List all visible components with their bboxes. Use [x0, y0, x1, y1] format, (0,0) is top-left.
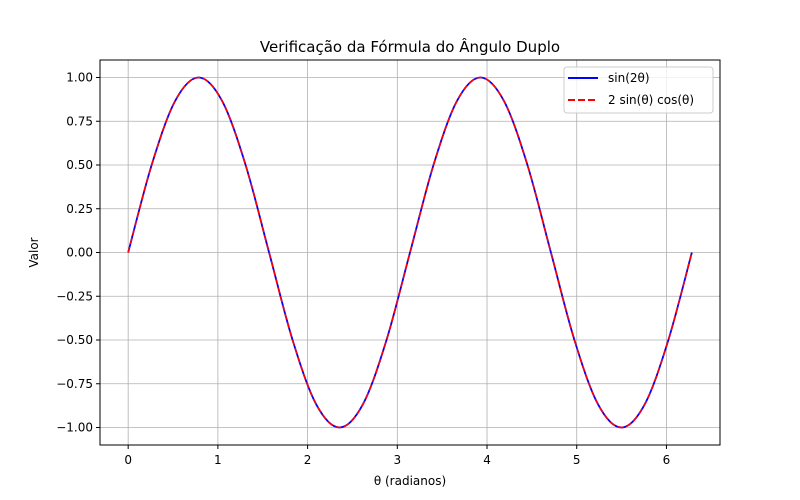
legend-box	[563, 66, 714, 114]
y-tick-label: 1.00	[66, 71, 93, 85]
y-axis-ticks: −1.00 −0.75 −0.50 −0.25 0.00 0.25 0.50 0.75 1.00	[56, 71, 100, 435]
legend-label-sin2theta: sin(2θ)	[608, 71, 650, 85]
y-tick-label: −0.75	[56, 377, 93, 391]
y-axis-label: Valor	[27, 237, 41, 267]
x-axis-ticks: 0 1 2 3 4 5 6	[124, 445, 670, 467]
y-tick-label: 0.50	[66, 158, 93, 172]
y-tick-label: 0.25	[66, 202, 93, 216]
series-group	[127, 76, 693, 429]
grid	[100, 60, 720, 445]
x-tick-label: 2	[304, 453, 312, 467]
chart-title: Verificação da Fórmula do Ângulo Duplo	[260, 37, 560, 56]
x-axis-label: θ (radianos)	[374, 474, 446, 488]
x-tick-label: 1	[214, 453, 222, 467]
y-tick-label: −1.00	[56, 421, 93, 435]
series-line-2-sin-cos	[127, 76, 693, 429]
x-tick-label: 3	[393, 453, 401, 467]
x-tick-label: 4	[483, 453, 491, 467]
x-tick-label: 0	[124, 453, 132, 467]
x-tick-label: 5	[573, 453, 581, 467]
y-tick-label: 0.00	[66, 246, 93, 260]
y-tick-label: 0.75	[66, 114, 93, 128]
legend-label-2sincos: 2 sin(θ) cos(θ)	[608, 93, 694, 107]
legend: sin(2θ) 2 sin(θ) cos(θ)	[563, 66, 714, 114]
y-tick-label: −0.25	[56, 289, 93, 303]
y-tick-label: −0.50	[56, 333, 93, 347]
x-tick-label: 6	[663, 453, 671, 467]
